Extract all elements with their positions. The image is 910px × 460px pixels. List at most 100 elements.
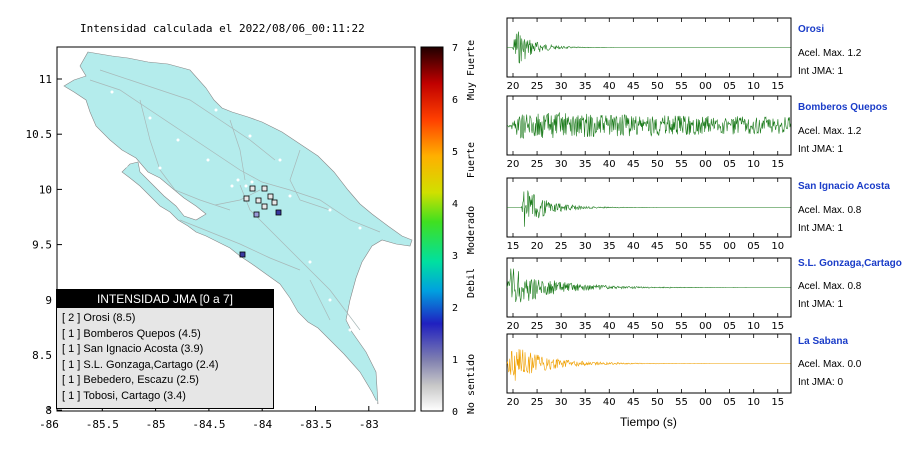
legend-station: Bomberos Quepos (4.5) <box>83 327 201 340</box>
colorbar-label: Moderado <box>466 206 477 254</box>
seismogram-panels: 20 25 30 35 40 45 50 55 00 05 10 15 20 25 30 35 40 45 50 55… <box>506 17 792 408</box>
map-y-tick: 11 <box>39 73 52 86</box>
panel-tick-label: 20 <box>507 321 520 332</box>
panel-tick-label: 50 <box>651 81 664 92</box>
panel-tick-label: 05 <box>723 397 736 408</box>
seismogram-panel: 20 25 30 35 40 45 50 55 00 05 10 15 <box>506 17 792 92</box>
panel-tick-label: 10 <box>747 397 760 408</box>
panel-tick-label: 50 <box>651 397 664 408</box>
station-accel: Acel. Max. 0.8 <box>798 205 862 216</box>
seismogram-panel: 20 25 30 35 40 45 50 55 00 05 10 15 <box>506 95 792 170</box>
panel-tick-label: 40 <box>603 81 616 92</box>
map-x-tick: -83 <box>359 418 379 431</box>
station-name: Orosi <box>798 24 825 35</box>
panel-tick-label: 10 <box>771 241 784 252</box>
panel-tick-label: 05 <box>723 159 736 170</box>
panel-tick-label: 00 <box>699 397 712 408</box>
station-intensity: Int JMA: 1 <box>798 144 844 155</box>
panel-tick-label: 40 <box>627 241 640 252</box>
colorbar-tick: 6 <box>452 95 458 106</box>
panel-tick-label: 35 <box>579 159 592 170</box>
panel-tick-label: 25 <box>531 321 544 332</box>
colorbar-tick: 2 <box>452 303 458 314</box>
panel-tick-label: 10 <box>747 159 760 170</box>
panel-tick-label: 20 <box>507 81 520 92</box>
colorbar-tick: 4 <box>452 199 458 210</box>
panel-tick-label: 00 <box>699 81 712 92</box>
map-x-tick: -83.5 <box>299 418 332 431</box>
panel-tick-label: 30 <box>555 159 568 170</box>
panel-tick-label: 00 <box>699 321 712 332</box>
panel-tick-label: 55 <box>675 159 688 170</box>
panel-tick-label: 30 <box>555 81 568 92</box>
station-name: Bomberos Quepos <box>798 102 888 113</box>
panel-tick-label: 15 <box>507 241 520 252</box>
panel-tick-label: 15 <box>771 81 784 92</box>
panel-tick-label: 15 <box>771 159 784 170</box>
panel-tick-label: 40 <box>603 321 616 332</box>
panel-tick-label: 10 <box>747 321 760 332</box>
colorbar-label: Fuerte <box>466 142 477 178</box>
waveform-trace <box>506 349 791 381</box>
station-intensity: Int JMA: 1 <box>798 66 844 77</box>
station-name: La Sabana <box>798 336 849 347</box>
map-y-tick: 10.5 <box>26 128 53 141</box>
station-accel: Acel. Max. 0.8 <box>798 281 862 292</box>
station-intensity: Int JMA: 1 <box>798 223 844 234</box>
panel-tick-label: 30 <box>555 321 568 332</box>
colorbar-tick: 5 <box>452 147 458 158</box>
colorbar-labels: No sentido Debil Moderado Fuerte Muy Fuerte <box>466 40 477 414</box>
waveform-trace <box>507 31 791 64</box>
legend-row: [ 1 ] S.L. Gonzaga,Cartago (2.4) <box>57 358 273 374</box>
x-axis-label: Tiempo (s) <box>620 415 677 429</box>
panel-tick-label: 50 <box>651 159 664 170</box>
legend-count: [ 1 ] <box>62 374 81 386</box>
waveform-trace <box>506 268 791 303</box>
panel-tick-label: 20 <box>507 159 520 170</box>
legend-station: S.L. Gonzaga,Cartago (2.4) <box>83 358 219 371</box>
seismogram-panel: 15 20 25 30 35 40 45 50 55 00 05 10 <box>506 177 792 252</box>
colorbar-tick: 7 <box>452 43 458 54</box>
panel-tick-label: 10 <box>747 81 760 92</box>
station-accel: Acel. Max. 1.2 <box>798 48 862 59</box>
panel-tick-label: 55 <box>675 321 688 332</box>
panel-tick-label: 25 <box>531 81 544 92</box>
road-network <box>89 69 381 331</box>
map-y-tick: 9 <box>45 294 52 307</box>
station-name: S.L. Gonzaga,Cartago <box>798 258 902 269</box>
legend-station: Orosi (8.5) <box>83 312 136 324</box>
panel-tick-label: 55 <box>675 81 688 92</box>
panel-tick-label: 35 <box>579 321 592 332</box>
panel-tick-label: 25 <box>531 159 544 170</box>
intensity-legend: INTENSIDAD JMA [0 a 7] [ 2 ] Orosi (8.5)… <box>56 289 274 409</box>
station-intensity: Int JMA: 1 <box>798 299 844 310</box>
panel-tick-label: 15 <box>771 321 784 332</box>
panel-tick-label: 45 <box>627 159 640 170</box>
map-x-tick: -85 <box>146 418 166 431</box>
legend-row: [ 1 ] Tobosi, Cartago (3.4) <box>57 389 273 405</box>
map-x-tick: -84.5 <box>192 418 225 431</box>
map-y-tick: 8.5 <box>32 349 52 362</box>
legend-row: [ 2 ] Orosi (8.5) <box>57 311 273 327</box>
legend-count: [ 1 ] <box>62 389 81 402</box>
panel-tick-label: 45 <box>627 397 640 408</box>
panel-tick-label: 30 <box>579 241 592 252</box>
map-y-tick: 9.5 <box>32 239 52 252</box>
map-x-tick: -86 <box>39 418 59 431</box>
legend-count: [ 1 ] <box>62 358 81 371</box>
legend-row: [ 1 ] Bebedero, Escazu (2.5) <box>57 373 273 389</box>
waveform-trace <box>507 111 791 139</box>
panel-tick-label: 30 <box>555 397 568 408</box>
panel-tick-label: 35 <box>579 397 592 408</box>
colorbar-tick: 3 <box>452 251 458 262</box>
legend-count: [ 2 ] <box>62 312 81 324</box>
map-x-tick: -84 <box>252 418 272 431</box>
map-x-tick: -85.5 <box>86 418 119 431</box>
panel-tick-label: 50 <box>651 321 664 332</box>
map-title: Intensidad calculada el 2022/08/06_00:11… <box>80 22 365 35</box>
colorbar-label: Debil <box>466 268 477 298</box>
town-dots <box>110 90 378 404</box>
seismogram-panel: 20 25 30 35 40 45 50 55 00 05 10 15 <box>506 257 792 332</box>
panel-tick-label: 40 <box>603 397 616 408</box>
